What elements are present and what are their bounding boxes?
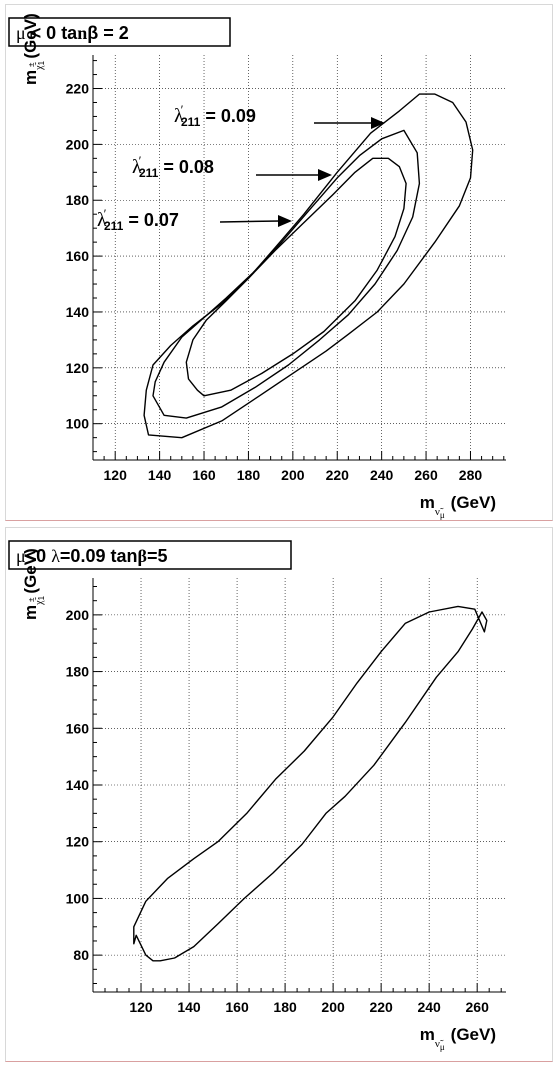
x-tick-label: 220 xyxy=(326,467,350,483)
chart-title: μ < 0 tanβ = 2 xyxy=(16,23,129,43)
x-tick-label: 240 xyxy=(417,999,441,1015)
x-tick-label: 200 xyxy=(321,999,345,1015)
y-tick-label: 120 xyxy=(66,360,90,376)
x-tick-label: 140 xyxy=(177,999,201,1015)
y-tick-label: 200 xyxy=(66,607,90,623)
x-tick-label: 180 xyxy=(237,467,261,483)
x-tick-label: 200 xyxy=(281,467,305,483)
y-tick-label: 80 xyxy=(73,947,89,963)
y-tick-label: 100 xyxy=(66,890,90,906)
y-tick-label: 220 xyxy=(66,81,90,97)
title-box xyxy=(8,17,231,47)
x-tick-label: 240 xyxy=(370,467,394,483)
annotation-label: λ′ 211 = 0.08 xyxy=(132,154,214,180)
y-tick-label: 180 xyxy=(66,664,90,680)
chart-svg-bottom: 120 140 160 180 200 220 240 260 80 100 120 140 160 18… xyxy=(8,540,506,1052)
x-axis-label: mν̃μ(GeV) xyxy=(420,493,496,520)
chart-title: μ<0 λ=0.09 tanβ=5 xyxy=(16,546,167,566)
y-tick-label: 160 xyxy=(66,720,90,736)
x-tick-label: 220 xyxy=(369,999,393,1015)
chart-panel-bottom: 120 140 160 180 200 220 240 260 80 100 120 140 160 18… xyxy=(5,527,553,1062)
annotation-label: λ′ 211 = 0.07 xyxy=(97,207,179,233)
contour-0 xyxy=(143,93,474,439)
chart-panel-top: 120 140 160 180 200 220 240 260 280 100 120 140 160 1… xyxy=(5,4,553,521)
contour-0 xyxy=(133,605,488,962)
x-tick-label: 260 xyxy=(414,467,438,483)
x-tick-label: 120 xyxy=(104,467,128,483)
annotation-arrowhead xyxy=(371,117,385,129)
annotation-arrowhead xyxy=(318,169,332,181)
contour-1 xyxy=(152,129,421,419)
annotation-label: λ′ 211 = 0.09 xyxy=(174,103,256,129)
chart-svg-top: 120 140 160 180 200 220 240 260 280 100 120 140 160 1… xyxy=(8,13,506,520)
x-tick-label: 160 xyxy=(192,467,216,483)
y-tick-label: 120 xyxy=(66,834,90,850)
x-tick-label: 280 xyxy=(459,467,483,483)
x-tick-label: 160 xyxy=(225,999,249,1015)
x-tick-label: 180 xyxy=(273,999,297,1015)
y-tick-label: 140 xyxy=(66,304,90,320)
y-tick-label: 140 xyxy=(66,777,90,793)
x-axis-label: mν̃μ(GeV) xyxy=(420,1025,496,1052)
contour-2 xyxy=(185,157,407,397)
x-tick-label: 260 xyxy=(466,999,490,1015)
y-axis-label: mχ̃1±(GeV) xyxy=(21,13,46,85)
title-box xyxy=(8,540,292,570)
annotation-arrow xyxy=(219,220,281,223)
annotation-arrowhead xyxy=(278,215,292,227)
y-tick-label: 200 xyxy=(66,136,90,152)
y-tick-label: 180 xyxy=(66,192,90,208)
x-tick-label: 140 xyxy=(148,467,172,483)
y-tick-label: 160 xyxy=(66,248,90,264)
y-tick-label: 100 xyxy=(66,416,90,432)
y-axis-label: mχ̃1±(GeV) xyxy=(21,548,46,620)
x-tick-label: 120 xyxy=(129,999,153,1015)
